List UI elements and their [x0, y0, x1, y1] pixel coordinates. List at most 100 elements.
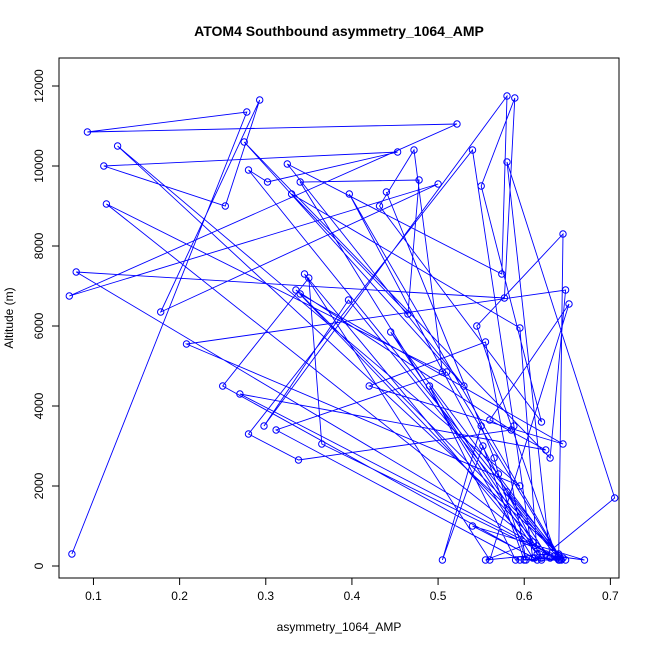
data-point [477, 422, 485, 430]
data-point [344, 296, 353, 304]
x-axis: 0.1 0.2 0.3 0.4 0.5 0.6 0.7 [85, 578, 619, 603]
data-point [511, 556, 520, 564]
x-tick-label: 0.7 [602, 589, 619, 603]
data-point [542, 446, 550, 454]
data-point [113, 142, 122, 150]
data-point [240, 138, 248, 146]
data-point [537, 418, 546, 426]
data-point [559, 440, 567, 448]
x-tick-label: 0.1 [85, 589, 102, 603]
data-point [256, 96, 264, 104]
data-point [460, 382, 468, 390]
data-point [498, 270, 506, 278]
data-point [387, 328, 395, 336]
data-point [546, 454, 554, 462]
data-point [260, 422, 268, 430]
data-point [243, 108, 251, 116]
data-point [559, 230, 567, 238]
x-tick-label: 0.6 [516, 589, 533, 603]
y-tick-label: 4000 [32, 392, 46, 419]
data-point [345, 190, 353, 198]
data-point [182, 340, 191, 348]
data-point [479, 442, 487, 450]
data-point [65, 292, 74, 300]
data-point [546, 554, 554, 562]
data-point [561, 556, 570, 564]
data-point [434, 180, 442, 188]
data-point [529, 538, 537, 546]
data-point [542, 550, 550, 558]
data-point [537, 554, 546, 562]
data-point [473, 322, 481, 330]
data-point [477, 182, 485, 190]
data-point [296, 290, 304, 298]
data-point [490, 454, 498, 462]
y-axis: 0 2000 4000 6000 8000 10000 12000 [32, 69, 59, 569]
data-point [481, 556, 490, 564]
data-point [503, 488, 511, 496]
y-tick-label: 12000 [32, 69, 46, 103]
data-point [296, 178, 304, 186]
y-tick-label: 0 [32, 562, 46, 569]
data-point [453, 120, 461, 128]
data-point [438, 368, 447, 376]
data-point [272, 426, 280, 434]
y-tick-label: 10000 [32, 149, 46, 183]
data-point [365, 382, 373, 390]
data-point [292, 286, 300, 294]
data-point [516, 324, 524, 332]
series-line [69, 94, 616, 562]
y-tick-label: 2000 [32, 472, 46, 499]
data-point [375, 202, 384, 210]
data-point [294, 456, 303, 464]
data-point [219, 382, 227, 390]
data-point [393, 148, 402, 156]
data-point [443, 368, 451, 376]
data-point [511, 94, 519, 102]
chart-title: ATOM4 Southbound asymmetry_1064_AMP [194, 23, 484, 39]
data-point [611, 494, 619, 502]
data-point [72, 268, 80, 276]
data-point [221, 202, 230, 210]
data-point [555, 552, 563, 560]
data-point [287, 190, 296, 198]
data-point [404, 310, 412, 318]
data-point [503, 158, 511, 166]
data-point [481, 338, 490, 346]
y-tick-label: 6000 [32, 312, 46, 339]
data-point [244, 166, 253, 174]
data-point [530, 554, 539, 562]
y-tick-label: 8000 [32, 232, 46, 259]
data-point [300, 270, 309, 278]
data-point [565, 300, 573, 308]
data-point [486, 556, 494, 564]
data-point [283, 160, 291, 168]
plot-frame [58, 57, 620, 579]
data-point [510, 422, 518, 430]
data-point [507, 426, 515, 434]
data-point [102, 200, 111, 208]
data-point [415, 176, 423, 184]
data-point [468, 146, 477, 154]
data-point [318, 440, 326, 448]
x-tick-label: 0.2 [171, 589, 188, 603]
data-point [100, 162, 108, 170]
data-point [561, 286, 570, 294]
data-point [263, 178, 272, 186]
data-point [157, 308, 165, 316]
data-point [486, 416, 494, 424]
data-point [550, 552, 559, 560]
data-point [425, 382, 434, 390]
data-series [65, 92, 619, 564]
data-point [410, 146, 418, 154]
data-point [438, 556, 447, 564]
y-axis-label: Altitude (m) [2, 287, 16, 348]
data-point [503, 92, 511, 100]
x-axis-label: asymmetry_1064_AMP [277, 620, 402, 634]
data-point [546, 552, 554, 560]
data-point [494, 470, 503, 478]
data-point [500, 294, 509, 302]
x-tick-label: 0.5 [430, 589, 447, 603]
data-point [520, 556, 528, 564]
